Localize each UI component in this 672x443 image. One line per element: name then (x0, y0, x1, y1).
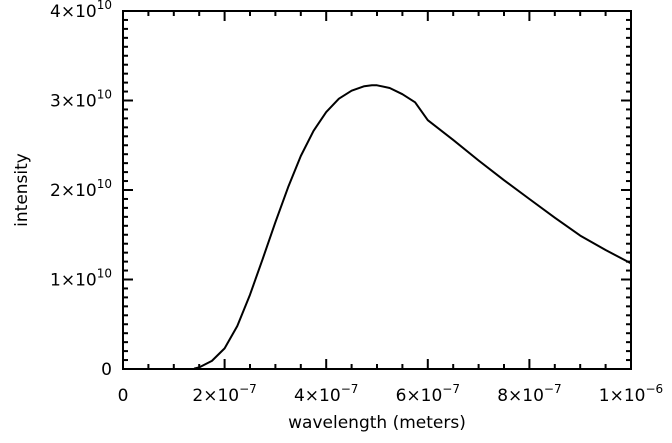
x-tick-label: 4×10−7 (294, 382, 358, 406)
y-tick-label: 2×1010 (50, 177, 112, 201)
x-tick-label: 2×10−7 (192, 382, 256, 406)
y-tick-label: 4×1010 (50, 0, 112, 22)
plot-frame (122, 10, 632, 370)
axis-ticks (122, 10, 632, 370)
y-tick-labels: 0 1×1010 2×1010 3×1010 4×1010 (50, 0, 112, 380)
y-tick-label: 1×1010 (50, 267, 112, 291)
y-axis-label: intensity (12, 153, 32, 227)
x-tick-label: 1×10−6 (599, 382, 663, 406)
intensity-curve (193, 84, 632, 370)
x-axis-label: wavelength (meters) (288, 413, 466, 433)
x-tick-label: 8×10−7 (497, 382, 561, 406)
y-tick-label: 0 (101, 360, 112, 380)
x-tick-label: 0 (118, 386, 129, 406)
y-tick-label: 3×1010 (50, 88, 112, 112)
x-tick-label: 6×10−7 (396, 382, 460, 406)
x-tick-labels: 0 2×10−7 4×10−7 6×10−7 8×10−7 1×10−6 (118, 382, 664, 406)
